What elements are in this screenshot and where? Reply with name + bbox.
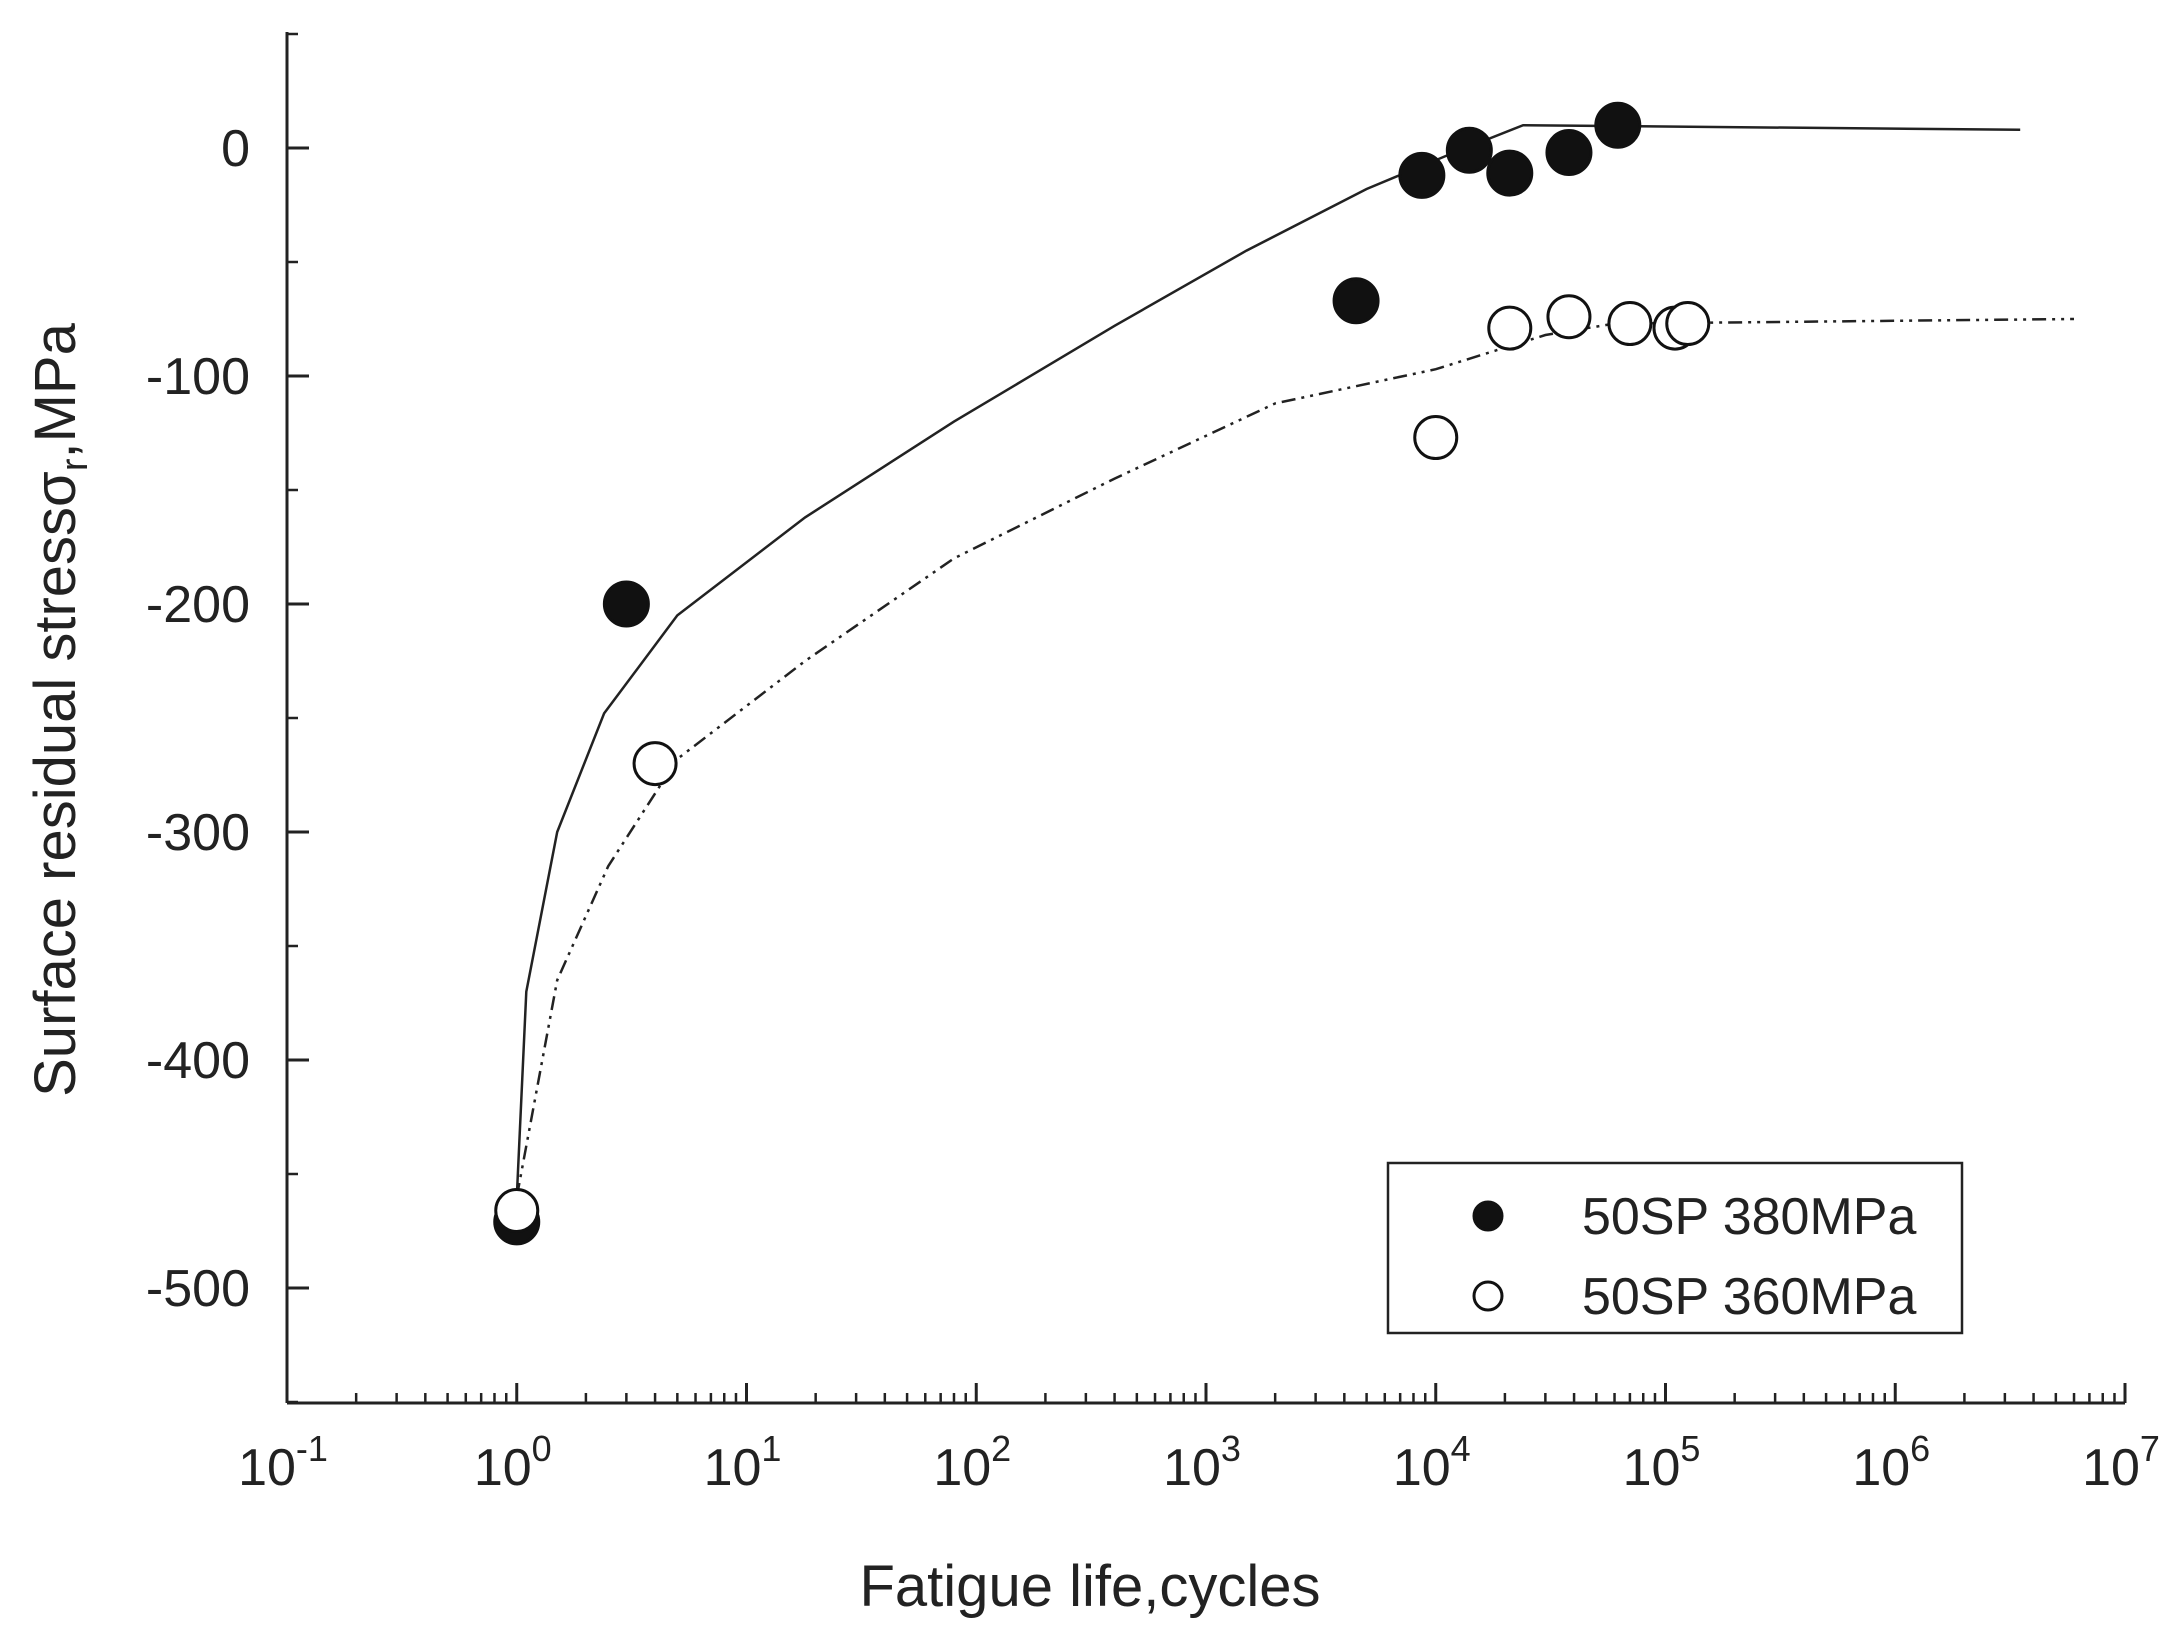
- data-point-series-0: [602, 580, 650, 628]
- x-tick-label: 105: [1623, 1428, 1701, 1497]
- legend-label-380: 50SP 380MPa: [1582, 1188, 1916, 1246]
- y-axis-ticks: 0 -100 -200 -300 -400 -500: [146, 32, 309, 1404]
- x-tick-label: 103: [1163, 1428, 1241, 1497]
- data-markers: [493, 101, 1711, 1246]
- legend-label-360: 50SP 360MPa: [1582, 1268, 1916, 1326]
- x-tick-label: 10-1: [238, 1428, 328, 1497]
- x-axis-title: Fatigue life,cycles: [860, 1554, 1321, 1619]
- y-tick-label: -300: [146, 804, 250, 862]
- data-point-series-1: [1487, 305, 1533, 351]
- x-tick-label: 106: [1852, 1428, 1930, 1497]
- data-point-series-1: [1546, 294, 1592, 340]
- fit-line-series-1: [515, 317, 2075, 1198]
- data-point-series-1: [1413, 415, 1459, 461]
- data-point-series-0: [1545, 129, 1593, 177]
- y-tick-label: -400: [146, 1032, 250, 1090]
- y-tick-label: -100: [146, 348, 250, 406]
- y-tick-label: -500: [146, 1260, 250, 1318]
- data-point-series-0: [1445, 126, 1493, 174]
- data-point-series-1: [1665, 301, 1711, 347]
- data-point-series-0: [1594, 101, 1642, 149]
- data-point-series-0: [1486, 149, 1534, 197]
- x-tick-label: 101: [704, 1428, 782, 1497]
- fit-lines: [515, 123, 2075, 1198]
- data-point-series-0: [1398, 151, 1446, 199]
- y-axis-title-symbol: σ: [23, 471, 88, 507]
- y-axis-title-unit: ,MPa: [23, 322, 88, 458]
- data-point-series-1: [1607, 301, 1653, 347]
- x-tick-label: 104: [1393, 1428, 1471, 1497]
- fit-line-series-0: [515, 123, 2021, 1197]
- x-axis-ticks: 10-1 100 101 102 103 104 105 106 107: [238, 1383, 2160, 1497]
- data-point-series-1: [632, 741, 678, 787]
- plot-area: 10-1 100 101 102 103 104 105 106 107 0 -100 -200 -3…: [146, 32, 2160, 1497]
- y-tick-label: -200: [146, 576, 250, 634]
- legend: 50SP 380MPa 50SP 360MPa: [1386, 1161, 1964, 1335]
- y-axis-title: Surface residual stressσr,MPa: [23, 322, 96, 1096]
- legend-marker-filled-circle: [1472, 1200, 1504, 1232]
- x-tick-label: 102: [933, 1428, 1011, 1497]
- y-axis-title-main: Surface residual stress: [23, 507, 88, 1097]
- data-point-series-1: [494, 1187, 540, 1233]
- y-axis-title-subscript: r: [54, 458, 96, 471]
- y-tick-label: 0: [221, 120, 250, 178]
- x-tick-label: 100: [474, 1428, 552, 1497]
- legend-marker-open-circle: [1472, 1280, 1504, 1312]
- x-tick-label: 107: [2082, 1428, 2160, 1497]
- data-point-series-0: [1332, 277, 1380, 325]
